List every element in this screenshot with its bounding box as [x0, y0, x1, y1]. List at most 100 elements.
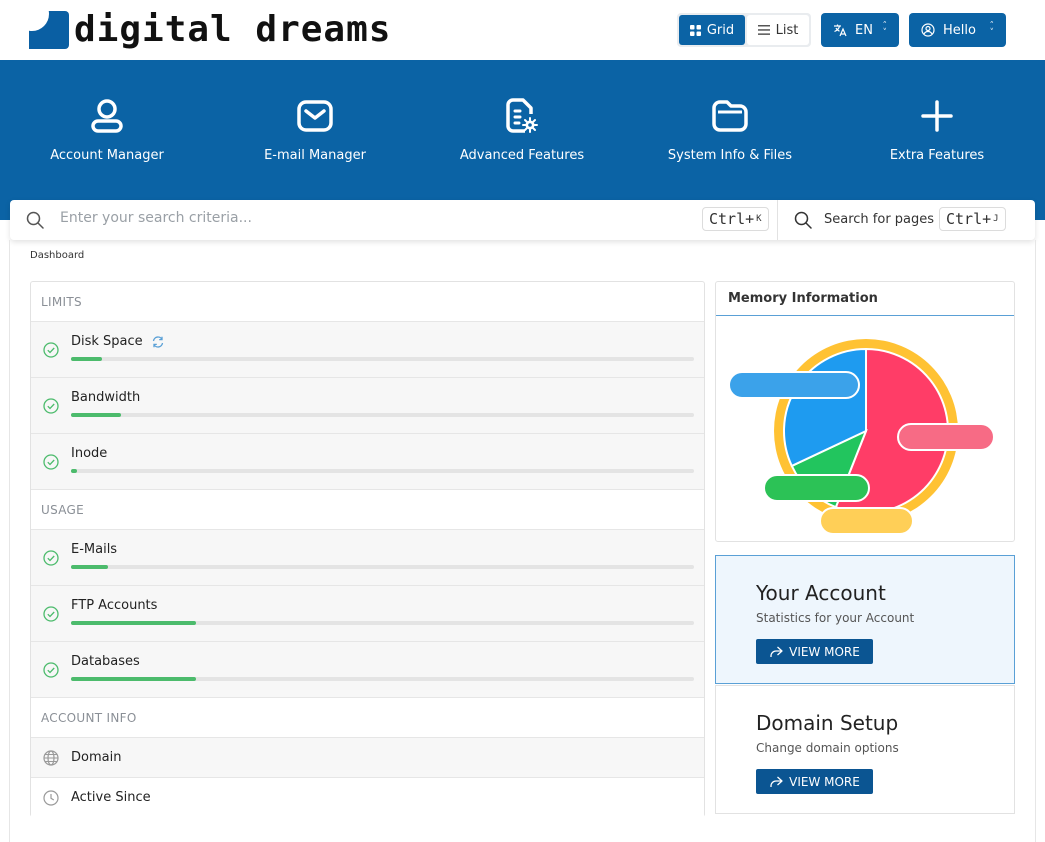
chart-tooltip-pill-2	[763, 474, 870, 502]
nav-label: E-mail Manager	[264, 148, 366, 163]
search-shortcut-hint: Ctrl+ K	[702, 207, 769, 231]
grid-view-button[interactable]: Grid	[679, 15, 745, 45]
search-pages-label: Search for pages	[824, 212, 935, 227]
search-criteria: Ctrl+K	[10, 200, 778, 240]
account-info-heading: ACCOUNT INFO	[31, 698, 704, 738]
folder-icon	[712, 100, 748, 132]
chart-tooltip-pill-1	[897, 423, 995, 451]
breadcrumb[interactable]: Dashboard	[30, 250, 85, 261]
content-border	[9, 240, 10, 842]
content-border	[1035, 240, 1036, 842]
usage-label: Databases	[71, 654, 140, 669]
pages-shortcut-hint: Ctrl+ J	[939, 207, 1006, 231]
translate-icon	[834, 24, 847, 37]
nav-advanced-features[interactable]: Advanced Features	[432, 96, 612, 163]
shortcut-key: K	[756, 214, 762, 224]
info-label: Active Since	[71, 790, 151, 805]
search-bar: Ctrl+K Search for pages Ctrl+J	[10, 200, 1035, 240]
usage-heading: USAGE	[31, 490, 704, 530]
nav-email-manager[interactable]: E-mail Manager	[225, 96, 405, 163]
progress-fill	[71, 413, 121, 417]
progress-bar	[71, 357, 694, 361]
user-menu[interactable]: Hello ˄ ˅	[909, 13, 1006, 47]
card-title: Domain Setup	[756, 711, 899, 735]
share-arrow-icon	[770, 646, 783, 657]
clock-icon	[43, 790, 59, 806]
plus-icon	[921, 100, 953, 132]
limit-label: Inode	[71, 446, 108, 461]
shortcut-text: Ctrl+	[946, 210, 992, 228]
progress-bar	[71, 565, 694, 569]
view-more-label: VIEW MORE	[789, 644, 860, 659]
card-subtitle: Statistics for your Account	[756, 611, 915, 625]
nav-label: System Info & Files	[667, 148, 793, 163]
info-row-domain: Domain	[31, 738, 704, 778]
progress-fill	[71, 621, 196, 625]
shortcut-text: Ctrl+	[709, 210, 755, 228]
list-view-label: List	[775, 22, 799, 38]
search-pages-button[interactable]: Search for pages Ctrl+ J	[778, 200, 1035, 240]
card-subtitle: Change domain options	[756, 741, 899, 755]
view-toggle: Grid List	[677, 13, 811, 47]
brand-name: digital dreams	[74, 9, 392, 50]
memory-card: Memory Information	[715, 281, 1015, 542]
search-icon	[794, 211, 812, 229]
progress-fill	[71, 677, 196, 681]
chevron-updown-icon: ˄ ˅	[882, 21, 888, 38]
info-row-active-since: Active Since	[31, 778, 704, 818]
user-circle-icon	[921, 23, 935, 37]
limit-label: Bandwidth	[71, 390, 141, 405]
usage-label: FTP Accounts	[71, 598, 158, 613]
brand-logo[interactable]: digital dreams	[29, 10, 391, 50]
share-arrow-icon	[770, 776, 783, 787]
progress-fill	[71, 565, 109, 569]
user-icon	[91, 99, 123, 133]
domain-setup-card[interactable]: Domain Setup Change domain options VIEW …	[715, 685, 1015, 814]
chart-tooltip-pill-3	[819, 507, 914, 535]
refresh-icon[interactable]	[151, 335, 165, 349]
file-gear-icon	[506, 98, 538, 133]
chart-tooltip-pill-0	[728, 371, 860, 399]
limit-row-inode: Inode	[31, 434, 704, 490]
your-account-card[interactable]: Your Account Statistics for your Account…	[715, 555, 1015, 684]
top-header: digital dreams Grid List EN ˄ ˅ H	[0, 0, 1045, 60]
card-title: Your Account	[756, 581, 886, 605]
list-icon	[757, 25, 770, 35]
nav-extra-features[interactable]: Extra Features	[847, 96, 1027, 163]
limit-row-disk-space: Disk Space	[31, 322, 704, 378]
logo-mark-icon	[29, 11, 69, 49]
progress-bar	[71, 413, 694, 417]
check-circle-icon	[43, 454, 59, 470]
check-circle-icon	[43, 342, 59, 358]
language-select[interactable]: EN ˄ ˅	[821, 13, 899, 47]
limits-panel: LIMITS Disk Space Bandwidth Inode USAGE …	[30, 281, 705, 818]
nav-system-info-files[interactable]: System Info & Files	[640, 96, 820, 163]
nav-account-manager[interactable]: Account Manager	[17, 96, 197, 163]
list-view-button[interactable]: List	[747, 15, 809, 45]
globe-icon	[43, 750, 59, 766]
user-label: Hello	[943, 22, 976, 38]
progress-bar	[71, 677, 694, 681]
shortcut-key: J	[993, 214, 999, 224]
nav-label: Extra Features	[889, 148, 985, 163]
usage-row-emails: E-Mails	[31, 530, 704, 586]
info-label: Domain	[71, 750, 122, 765]
check-circle-icon	[43, 606, 59, 622]
usage-row-ftp-accounts: FTP Accounts	[31, 586, 704, 642]
usage-row-databases: Databases	[31, 642, 704, 698]
check-circle-icon	[43, 398, 59, 414]
limit-row-bandwidth: Bandwidth	[31, 378, 704, 434]
limit-label: Disk Space	[71, 334, 143, 349]
view-more-label: VIEW MORE	[789, 774, 860, 789]
check-circle-icon	[43, 662, 59, 678]
view-more-button[interactable]: VIEW MORE	[756, 769, 873, 794]
nav-label: Account Manager	[50, 148, 164, 163]
grid-view-label: Grid	[706, 22, 735, 38]
view-more-button[interactable]: VIEW MORE	[756, 639, 873, 664]
progress-fill	[71, 469, 78, 473]
search-input[interactable]	[60, 210, 680, 226]
limits-heading: LIMITS	[31, 282, 704, 322]
progress-bar	[71, 621, 694, 625]
nav-label: Advanced Features	[459, 148, 585, 163]
memory-pie-chart	[728, 339, 995, 535]
